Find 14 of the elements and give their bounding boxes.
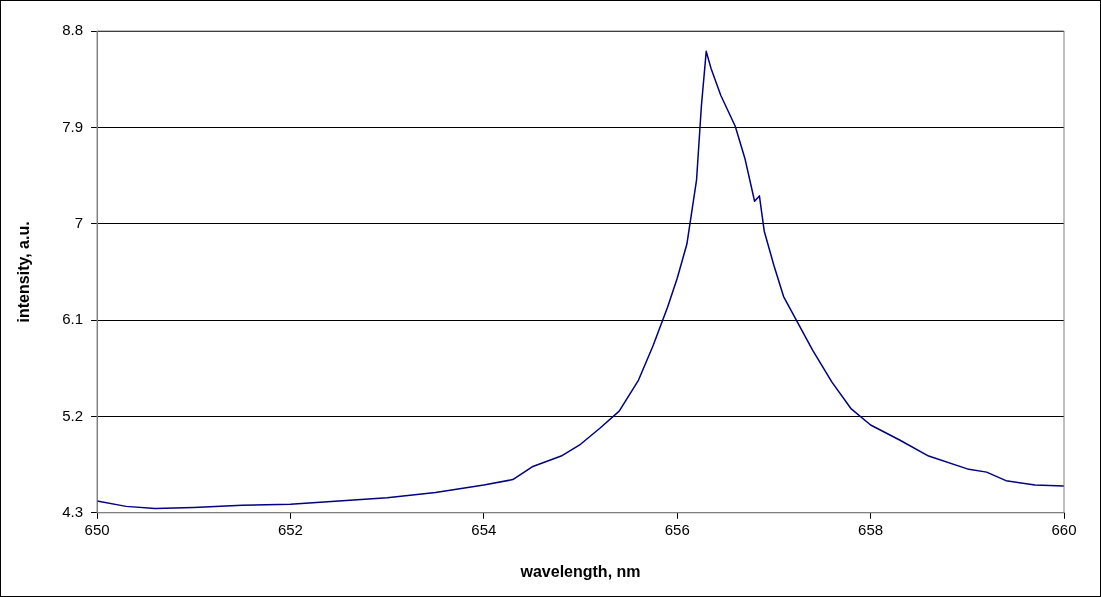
y-tick-label: 5.2 xyxy=(62,406,84,424)
x-tick-label: 658 xyxy=(858,520,884,538)
x-axis-title: wavelength, nm xyxy=(519,562,641,580)
x-tick-label: 654 xyxy=(471,520,497,538)
x-tick-label: 660 xyxy=(1051,520,1077,538)
x-tick-label: 652 xyxy=(277,520,303,538)
y-axis-title: intensity, a.u. xyxy=(15,221,33,323)
y-tick-label: 8.8 xyxy=(62,21,84,39)
y-tick-label: 6.1 xyxy=(62,310,84,328)
x-tick-label: 656 xyxy=(664,520,690,538)
y-tick-label: 7 xyxy=(74,213,84,231)
y-tick-label: 4.3 xyxy=(62,502,84,520)
x-tick-label: 650 xyxy=(84,520,110,538)
y-tick-label: 7.9 xyxy=(62,117,84,135)
